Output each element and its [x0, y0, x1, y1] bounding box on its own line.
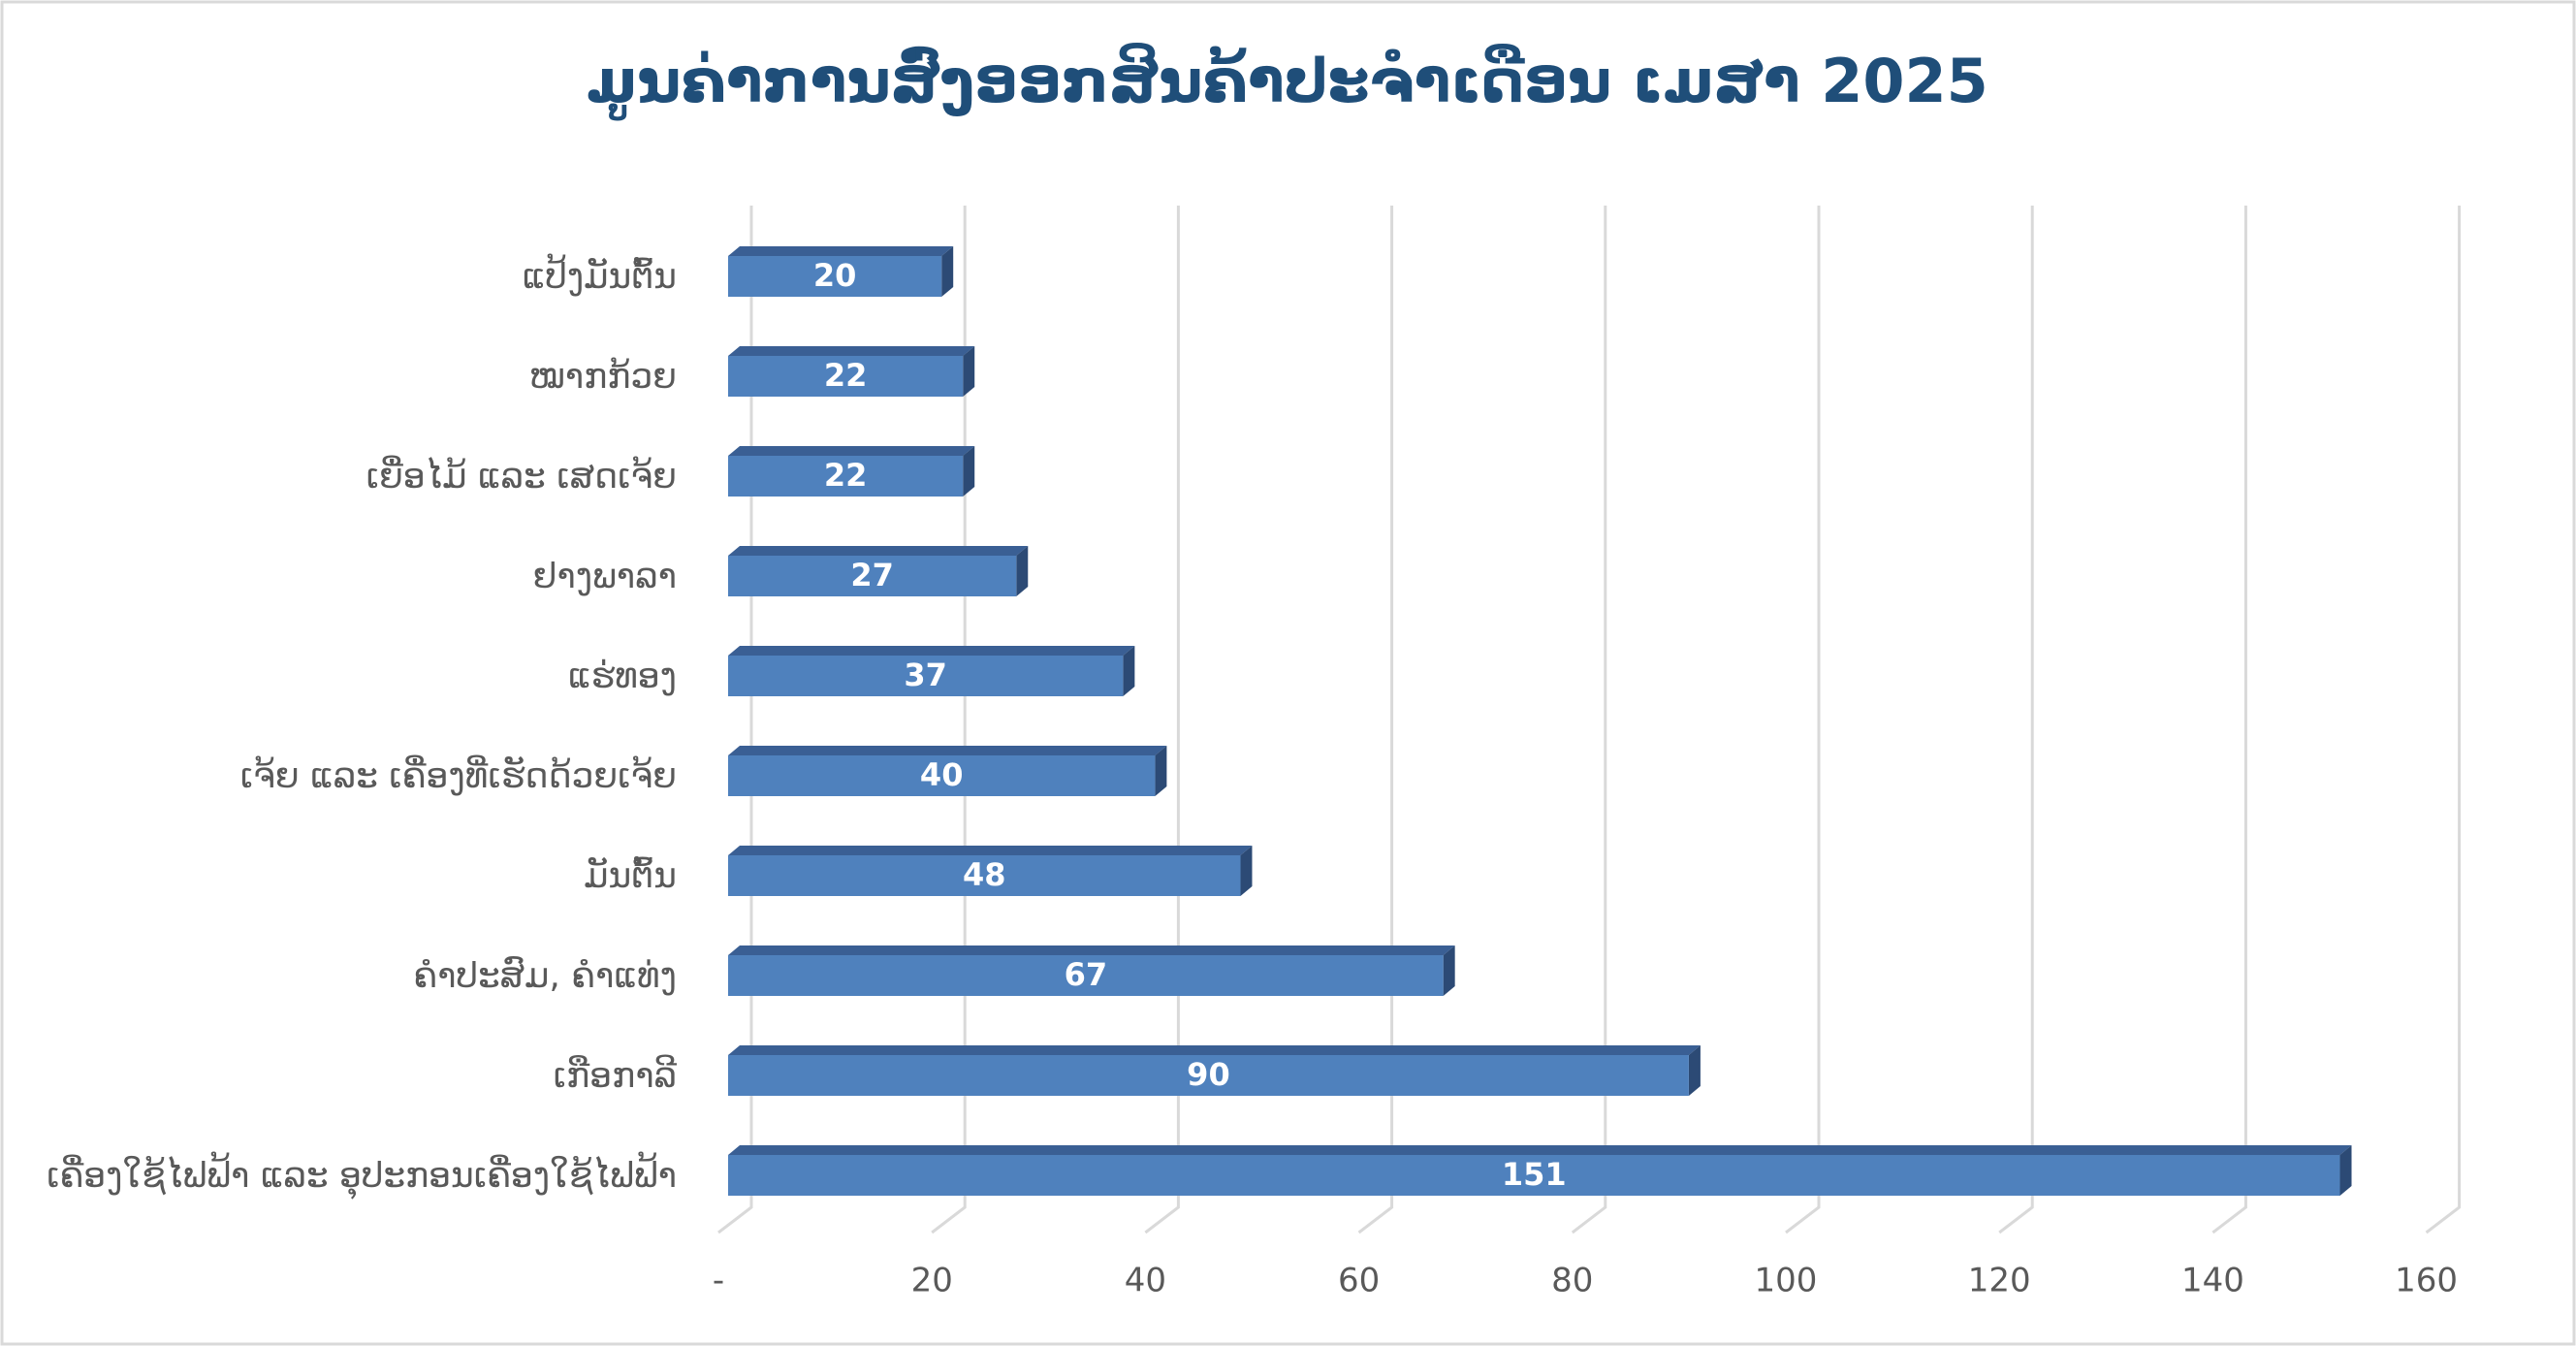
- data-label: 27: [850, 557, 894, 593]
- x-tick-label: 160: [2395, 1262, 2458, 1300]
- bar: [728, 556, 1017, 596]
- x-tick-label: 60: [1338, 1262, 1380, 1300]
- bar-side: [1123, 646, 1135, 696]
- data-label: 20: [813, 257, 857, 294]
- bar: [728, 656, 1124, 696]
- chart-title: ມູນຄ່າການສົ່ງອອກສິນຄ້າປະຈຳເດືອນ ເມສາ 202…: [587, 43, 1988, 122]
- bar-group: 22: [728, 346, 975, 397]
- grid-line: [931, 206, 967, 1234]
- x-tick-label: 120: [1968, 1262, 2031, 1300]
- bar-side: [2339, 1145, 2352, 1196]
- bar: [728, 755, 1156, 796]
- data-label: 151: [1502, 1156, 1567, 1193]
- bar-group: 20: [728, 246, 954, 297]
- y-tick-label: ເຄື່ອງໃຊ້ໄຟຟ້າ ແລະ ອຸປະກອນເຄື່ອງໃຊ້ໄຟຟ້າ: [47, 1152, 677, 1200]
- grid-line: [1144, 206, 1180, 1234]
- bar: [728, 1155, 2340, 1196]
- y-tick-label: ມັນຕົ້ນ: [584, 856, 677, 896]
- data-label: 37: [904, 657, 947, 693]
- grid-line: [717, 206, 753, 1234]
- bar: [728, 256, 942, 297]
- bar-side: [1443, 945, 1455, 996]
- x-tick-label: 80: [1551, 1262, 1593, 1300]
- data-label: 48: [963, 856, 1006, 893]
- grid-line: [1357, 206, 1394, 1234]
- bar-top: [728, 246, 954, 256]
- bar-side: [963, 346, 975, 397]
- bar-side: [1240, 846, 1253, 896]
- bar-side: [941, 246, 954, 297]
- bar-group: 40: [728, 746, 1167, 796]
- grid-line: [2425, 206, 2462, 1234]
- y-tick-label: ໝາກກ້ວຍ: [529, 357, 677, 397]
- x-tick-label: 40: [1125, 1262, 1166, 1300]
- bar-top: [728, 1045, 1701, 1055]
- x-tick-label: -: [713, 1262, 724, 1300]
- bar: [728, 955, 1444, 996]
- bar-group: 90: [728, 1045, 1701, 1096]
- bar: [728, 356, 964, 397]
- data-label: 40: [920, 756, 964, 793]
- grid-line: [2211, 206, 2247, 1234]
- bar-group: 67: [728, 945, 1455, 996]
- bar-group: 27: [728, 546, 1029, 596]
- bar-group: 37: [728, 646, 1135, 696]
- data-label: 22: [824, 357, 868, 394]
- y-tick-label: ເກືອກາລີ: [554, 1055, 677, 1096]
- bar: [728, 855, 1241, 896]
- x-tick-label: 140: [2181, 1262, 2244, 1300]
- bar-top: [728, 446, 975, 456]
- bar: [728, 456, 964, 497]
- bar-group: 48: [728, 846, 1253, 896]
- y-tick-label: ແປ້ງມັນຕົ້ນ: [523, 253, 677, 297]
- data-label: 90: [1187, 1056, 1230, 1093]
- bar-top: [728, 945, 1455, 955]
- bar-group: 151: [728, 1145, 2352, 1196]
- bar-top: [728, 846, 1253, 855]
- data-label: 67: [1065, 956, 1108, 993]
- x-tick-label: 100: [1755, 1262, 1818, 1300]
- x-tick-label: 20: [911, 1262, 953, 1300]
- bar-side: [963, 446, 975, 497]
- bar-side: [1688, 1045, 1701, 1096]
- bar-group: 22: [728, 446, 975, 497]
- y-tick-label: ຄຳປະສົມ, ຄຳແທ່ງ: [413, 955, 677, 996]
- y-tick-label: ແຮ່ທອງ: [568, 657, 677, 696]
- data-label: 22: [824, 457, 868, 494]
- bar-top: [728, 646, 1135, 656]
- y-tick-label: ເຈ້ຍ ແລະ ເຄື່ອງທີ່ເຮັດດ້ວຍເຈ້ຍ: [240, 755, 677, 796]
- bar: [728, 1055, 1689, 1096]
- bar-top: [728, 1145, 2352, 1155]
- bar-side: [1016, 546, 1029, 596]
- bar-top: [728, 546, 1029, 556]
- y-tick-label: ເຍື່ອໄມ້ ແລະ ເສດເຈ້ຍ: [366, 456, 677, 497]
- grid-line: [1571, 206, 1607, 1234]
- bar-side: [1155, 746, 1167, 796]
- grid-line: [1785, 206, 1821, 1234]
- y-tick-label: ຢາງພາລາ: [533, 557, 677, 596]
- bar-top: [728, 346, 975, 356]
- bar-top: [728, 746, 1167, 755]
- grid-line: [1998, 206, 2034, 1234]
